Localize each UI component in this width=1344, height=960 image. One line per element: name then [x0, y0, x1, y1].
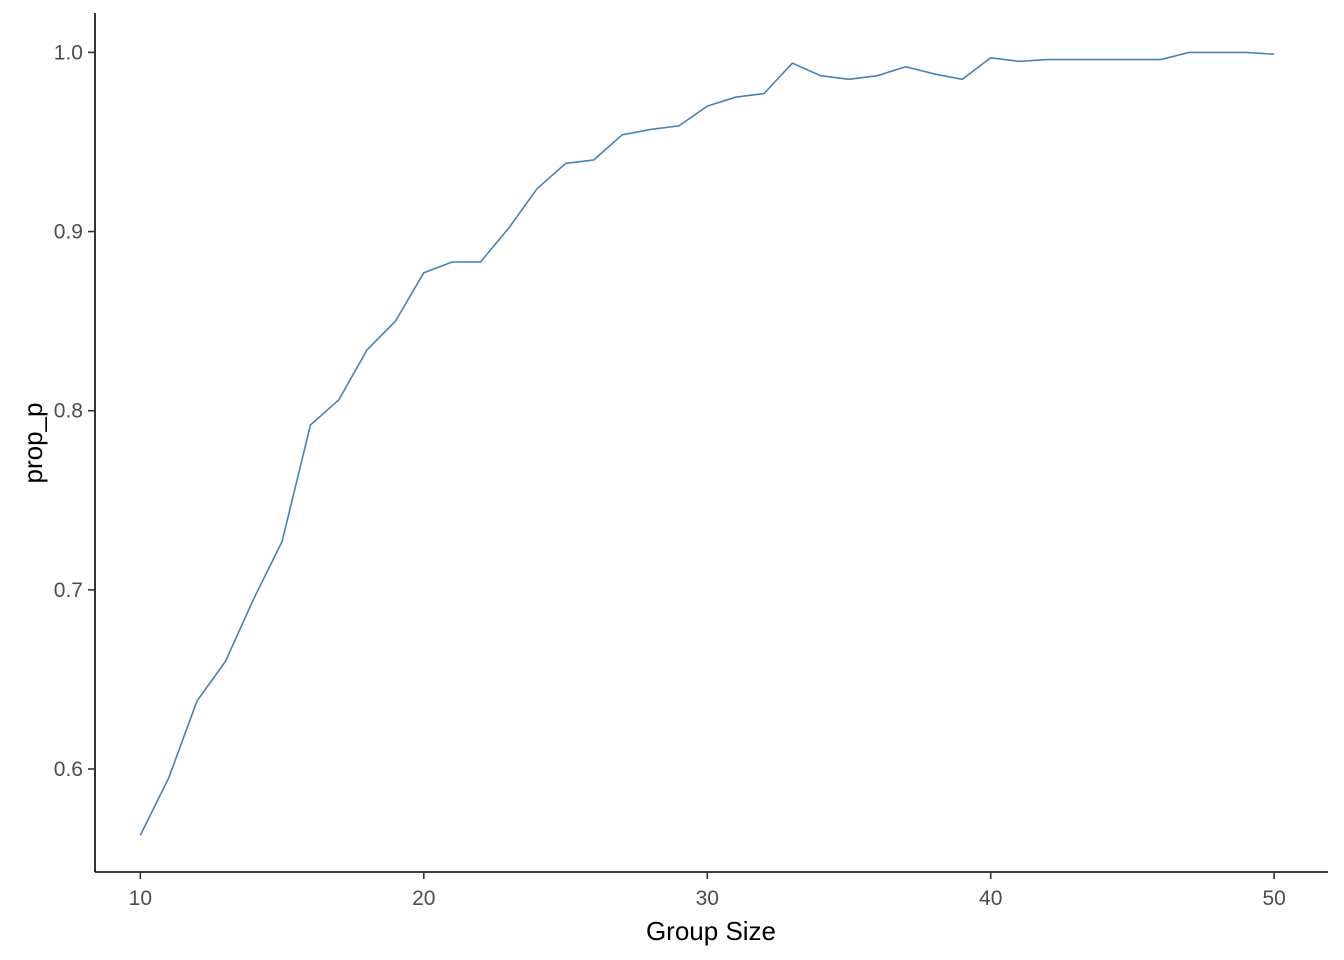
x-axis-title: Group Size — [646, 916, 776, 946]
y-axis-ticks: 0.6 0.7 0.8 0.9 1.0 — [54, 41, 95, 781]
x-tick-label: 40 — [979, 887, 1002, 910]
y-tick-label: 0.8 — [54, 400, 83, 423]
y-tick-label: 0.9 — [54, 221, 83, 244]
x-tick-label: 10 — [129, 887, 152, 910]
y-tick-label: 0.6 — [54, 758, 83, 781]
y-tick-label: 0.7 — [54, 579, 83, 602]
y-axis-title: prop_p — [18, 403, 48, 484]
x-tick-label: 20 — [412, 887, 435, 910]
y-tick-label: 1.0 — [54, 41, 83, 64]
x-tick-label: 50 — [1262, 887, 1285, 910]
x-axis-ticks: 10 20 30 40 50 — [129, 872, 1286, 910]
series-line — [139, 51, 1275, 836]
plot-area — [139, 51, 1275, 836]
x-tick-label: 30 — [696, 887, 719, 910]
